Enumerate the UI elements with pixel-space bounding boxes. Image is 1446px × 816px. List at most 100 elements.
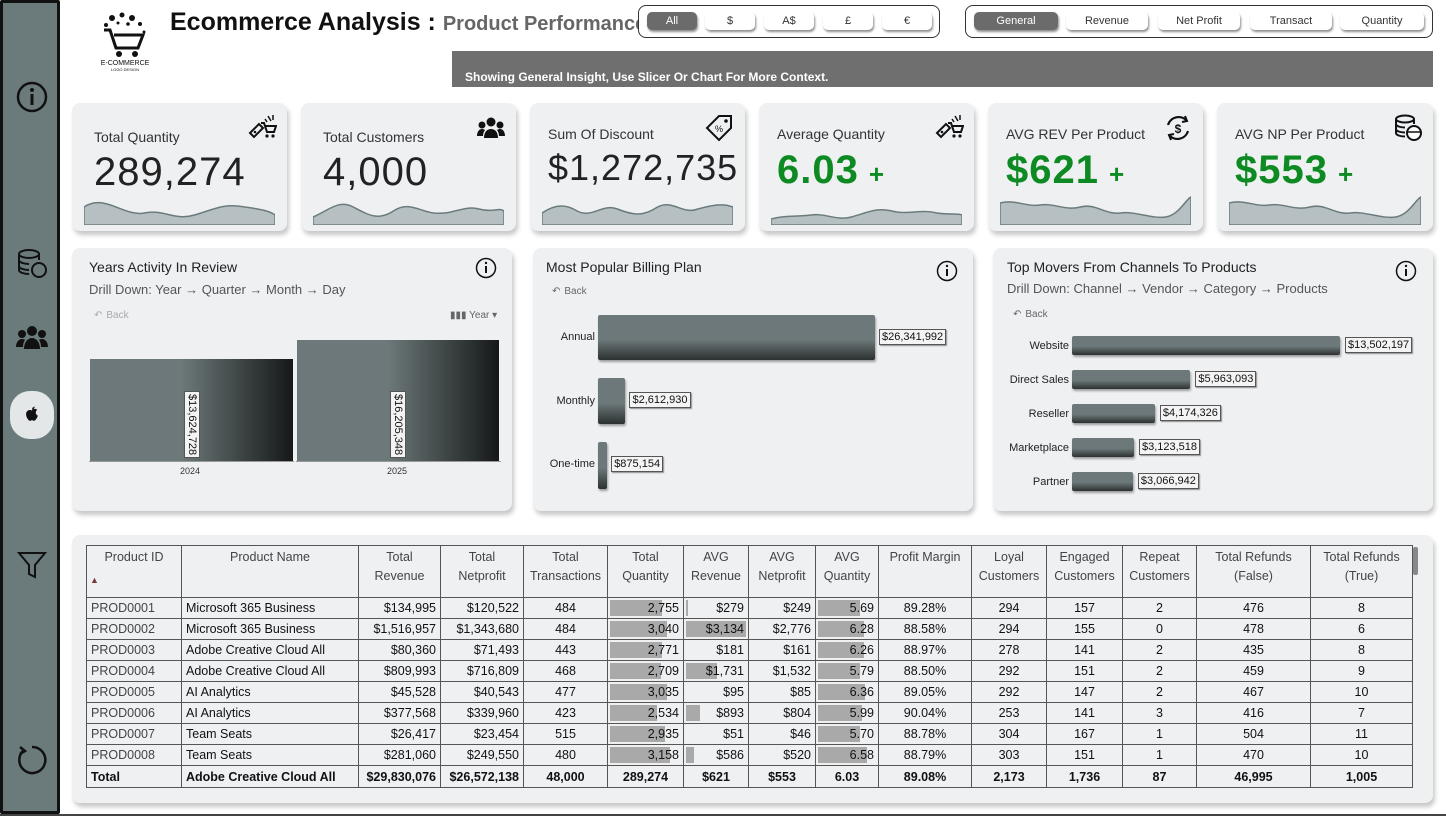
column-header[interactable]: Engaged Customers	[1046, 545, 1123, 598]
billing-label-one-time: One-time	[549, 458, 595, 470]
table-cell: $134,995	[358, 597, 441, 619]
back-button[interactable]: ↶ Back	[94, 310, 129, 321]
metric-chip-revenue[interactable]: Revenue	[1066, 12, 1148, 30]
currency-chip-usd[interactable]: $	[705, 12, 755, 30]
table-cell: $95	[683, 681, 749, 703]
column-header[interactable]: Product ID ▲	[86, 545, 182, 598]
sort-arrow-icon[interactable]: ▲	[90, 575, 99, 585]
currency-chip-gbp[interactable]: £	[823, 12, 873, 30]
column-header[interactable]: Loyal Customers	[971, 545, 1047, 598]
refresh-icon[interactable]	[10, 737, 54, 781]
billing-bar-annual[interactable]	[598, 315, 875, 360]
dollar-cycle-icon: $	[1166, 115, 1190, 141]
top-movers-panel[interactable]: Top Movers From Channels To Products Dri…	[993, 248, 1433, 511]
years-activity-panel[interactable]: Years Activity In Review Drill Down: Yea…	[72, 248, 512, 511]
channel-bar-marketplace[interactable]	[1072, 438, 1134, 457]
year-dropdown[interactable]: ▮▮▮ Year ▾	[450, 310, 498, 321]
column-header[interactable]: Profit Margin	[878, 545, 972, 598]
cell-data-bar	[610, 621, 668, 637]
table-cell: $1,532	[748, 660, 816, 682]
table-row[interactable]: PROD0002 Microsoft 365 Business $1,516,957…	[86, 618, 1413, 640]
kpi-card-total-quantity[interactable]: Total Quantity 289,274	[72, 103, 287, 231]
column-header[interactable]: Product Name	[181, 545, 359, 598]
column-header[interactable]: Total Refunds (True)	[1310, 545, 1413, 598]
table-row[interactable]: PROD0007 Team Seats $26,417 $23,454 515 2,935…	[86, 723, 1413, 745]
table-scrollbar[interactable]	[1413, 547, 1418, 575]
users-icon[interactable]	[10, 316, 54, 360]
table-row[interactable]: PROD0006 AI Analytics $377,568 $339,960 423 2…	[86, 702, 1413, 724]
kpi-card-total-customers[interactable]: Total Customers 4,000	[301, 103, 516, 231]
table-cell: PROD0001	[86, 597, 182, 619]
panel-subtitle: Drill Down: Year → Quarter → Month → Day	[89, 282, 346, 297]
column-header[interactable]: AVG Revenue	[683, 545, 749, 598]
cell-data-bar	[686, 621, 746, 637]
info-icon[interactable]	[936, 260, 958, 282]
table-row[interactable]: PROD0005 AI Analytics $45,528 $40,543 477 3,0…	[86, 681, 1413, 703]
channel-label-direct-sales: Direct Sales	[1009, 374, 1069, 386]
table-cell: $716,809	[440, 660, 524, 682]
table-cell: 476	[1196, 597, 1311, 619]
metric-chip-quantity[interactable]: Quantity	[1340, 12, 1424, 30]
table-cell: $893	[683, 702, 749, 724]
table-cell: 253	[971, 702, 1047, 724]
currency-chip-aud[interactable]: A$	[764, 12, 814, 30]
table-cell: 10	[1310, 681, 1413, 703]
channel-bar-reseller[interactable]	[1072, 404, 1155, 423]
currency-chip-eur[interactable]: €	[882, 12, 932, 30]
metric-chip-general[interactable]: General	[974, 12, 1058, 30]
table-cell: 3,158	[607, 744, 684, 766]
billing-bar-one-time[interactable]	[598, 442, 608, 489]
table-cell: $85	[748, 681, 816, 703]
column-header[interactable]: Total Revenue	[358, 545, 441, 598]
kpi-label: AVG NP Per Product	[1235, 126, 1365, 142]
table-cell: 89.28%	[878, 597, 972, 619]
cell-data-bar	[818, 600, 860, 616]
channel-bar-website[interactable]	[1072, 336, 1340, 355]
table-row[interactable]: PROD0001 Microsoft 365 Business $134,995 $1…	[86, 597, 1413, 619]
back-button[interactable]: ↶ Back	[1013, 309, 1048, 320]
table-row[interactable]: PROD0004 Adobe Creative Cloud All $809,993…	[86, 660, 1413, 682]
column-header[interactable]: AVG Netprofit	[748, 545, 816, 598]
panel-subtitle: Drill Down: Channel → Vendor → Category …	[1007, 281, 1328, 296]
channel-bar-partner[interactable]	[1072, 472, 1133, 491]
kpi-card-avg-rev-per-product[interactable]: AVG REV Per Product $621 + $	[988, 103, 1203, 231]
year-data-label-2024: $13,624,728	[184, 391, 200, 459]
currency-chip-all[interactable]: All	[647, 12, 697, 30]
column-header[interactable]: Total Refunds (False)	[1196, 545, 1311, 598]
table-cell: AI Analytics	[181, 681, 359, 703]
total-cell: 6.03	[815, 765, 879, 788]
kpi-card-average-quantity[interactable]: Average Quantity 6.03 +	[759, 103, 974, 231]
table-cell: 5.69	[815, 597, 879, 619]
channel-bar-direct-sales[interactable]	[1072, 370, 1191, 389]
column-header[interactable]: Total Netprofit	[440, 545, 524, 598]
cell-data-bar	[818, 726, 860, 742]
column-header[interactable]: Total Quantity	[607, 545, 684, 598]
kpi-card-avg-np-per-product[interactable]: AVG NP Per Product $553 +	[1217, 103, 1433, 231]
table-cell: 2,771	[607, 639, 684, 661]
kpi-card-sum-of-discount[interactable]: Sum Of Discount $1,272,735 %	[530, 103, 745, 231]
column-header[interactable]: Total Transactions	[523, 545, 608, 598]
apple-icon[interactable]	[10, 391, 54, 439]
database-icon[interactable]	[10, 241, 54, 285]
total-cell: 46,995	[1196, 765, 1311, 788]
info-icon[interactable]	[1395, 260, 1417, 282]
metric-chip-net-profit[interactable]: Net Profit	[1158, 12, 1240, 30]
total-cell: $553	[748, 765, 816, 788]
info-icon[interactable]	[10, 75, 54, 119]
table-cell: 416	[1196, 702, 1311, 724]
table-row[interactable]: PROD0003 Adobe Creative Cloud All $80,360 $…	[86, 639, 1413, 661]
filter-icon[interactable]	[10, 543, 54, 587]
column-header[interactable]: AVG Quantity	[815, 545, 879, 598]
table-cell: 294	[971, 618, 1047, 640]
column-header[interactable]: Repeat Customers	[1122, 545, 1197, 598]
billing-plan-panel[interactable]: Most Popular Billing Plan ↶ Back Annual M…	[533, 248, 973, 511]
cell-data-bar	[610, 747, 670, 763]
coins-icon	[1395, 114, 1422, 141]
metric-chip-transact[interactable]: Transact	[1250, 12, 1332, 30]
table-row[interactable]: PROD0008 Team Seats $281,060 $249,550 480 3,1…	[86, 744, 1413, 766]
table-cell: $377,568	[358, 702, 441, 724]
billing-bar-monthly[interactable]	[598, 378, 626, 424]
info-icon[interactable]	[475, 257, 497, 279]
table-cell: $249,550	[440, 744, 524, 766]
back-button[interactable]: ↶ Back	[552, 286, 587, 297]
